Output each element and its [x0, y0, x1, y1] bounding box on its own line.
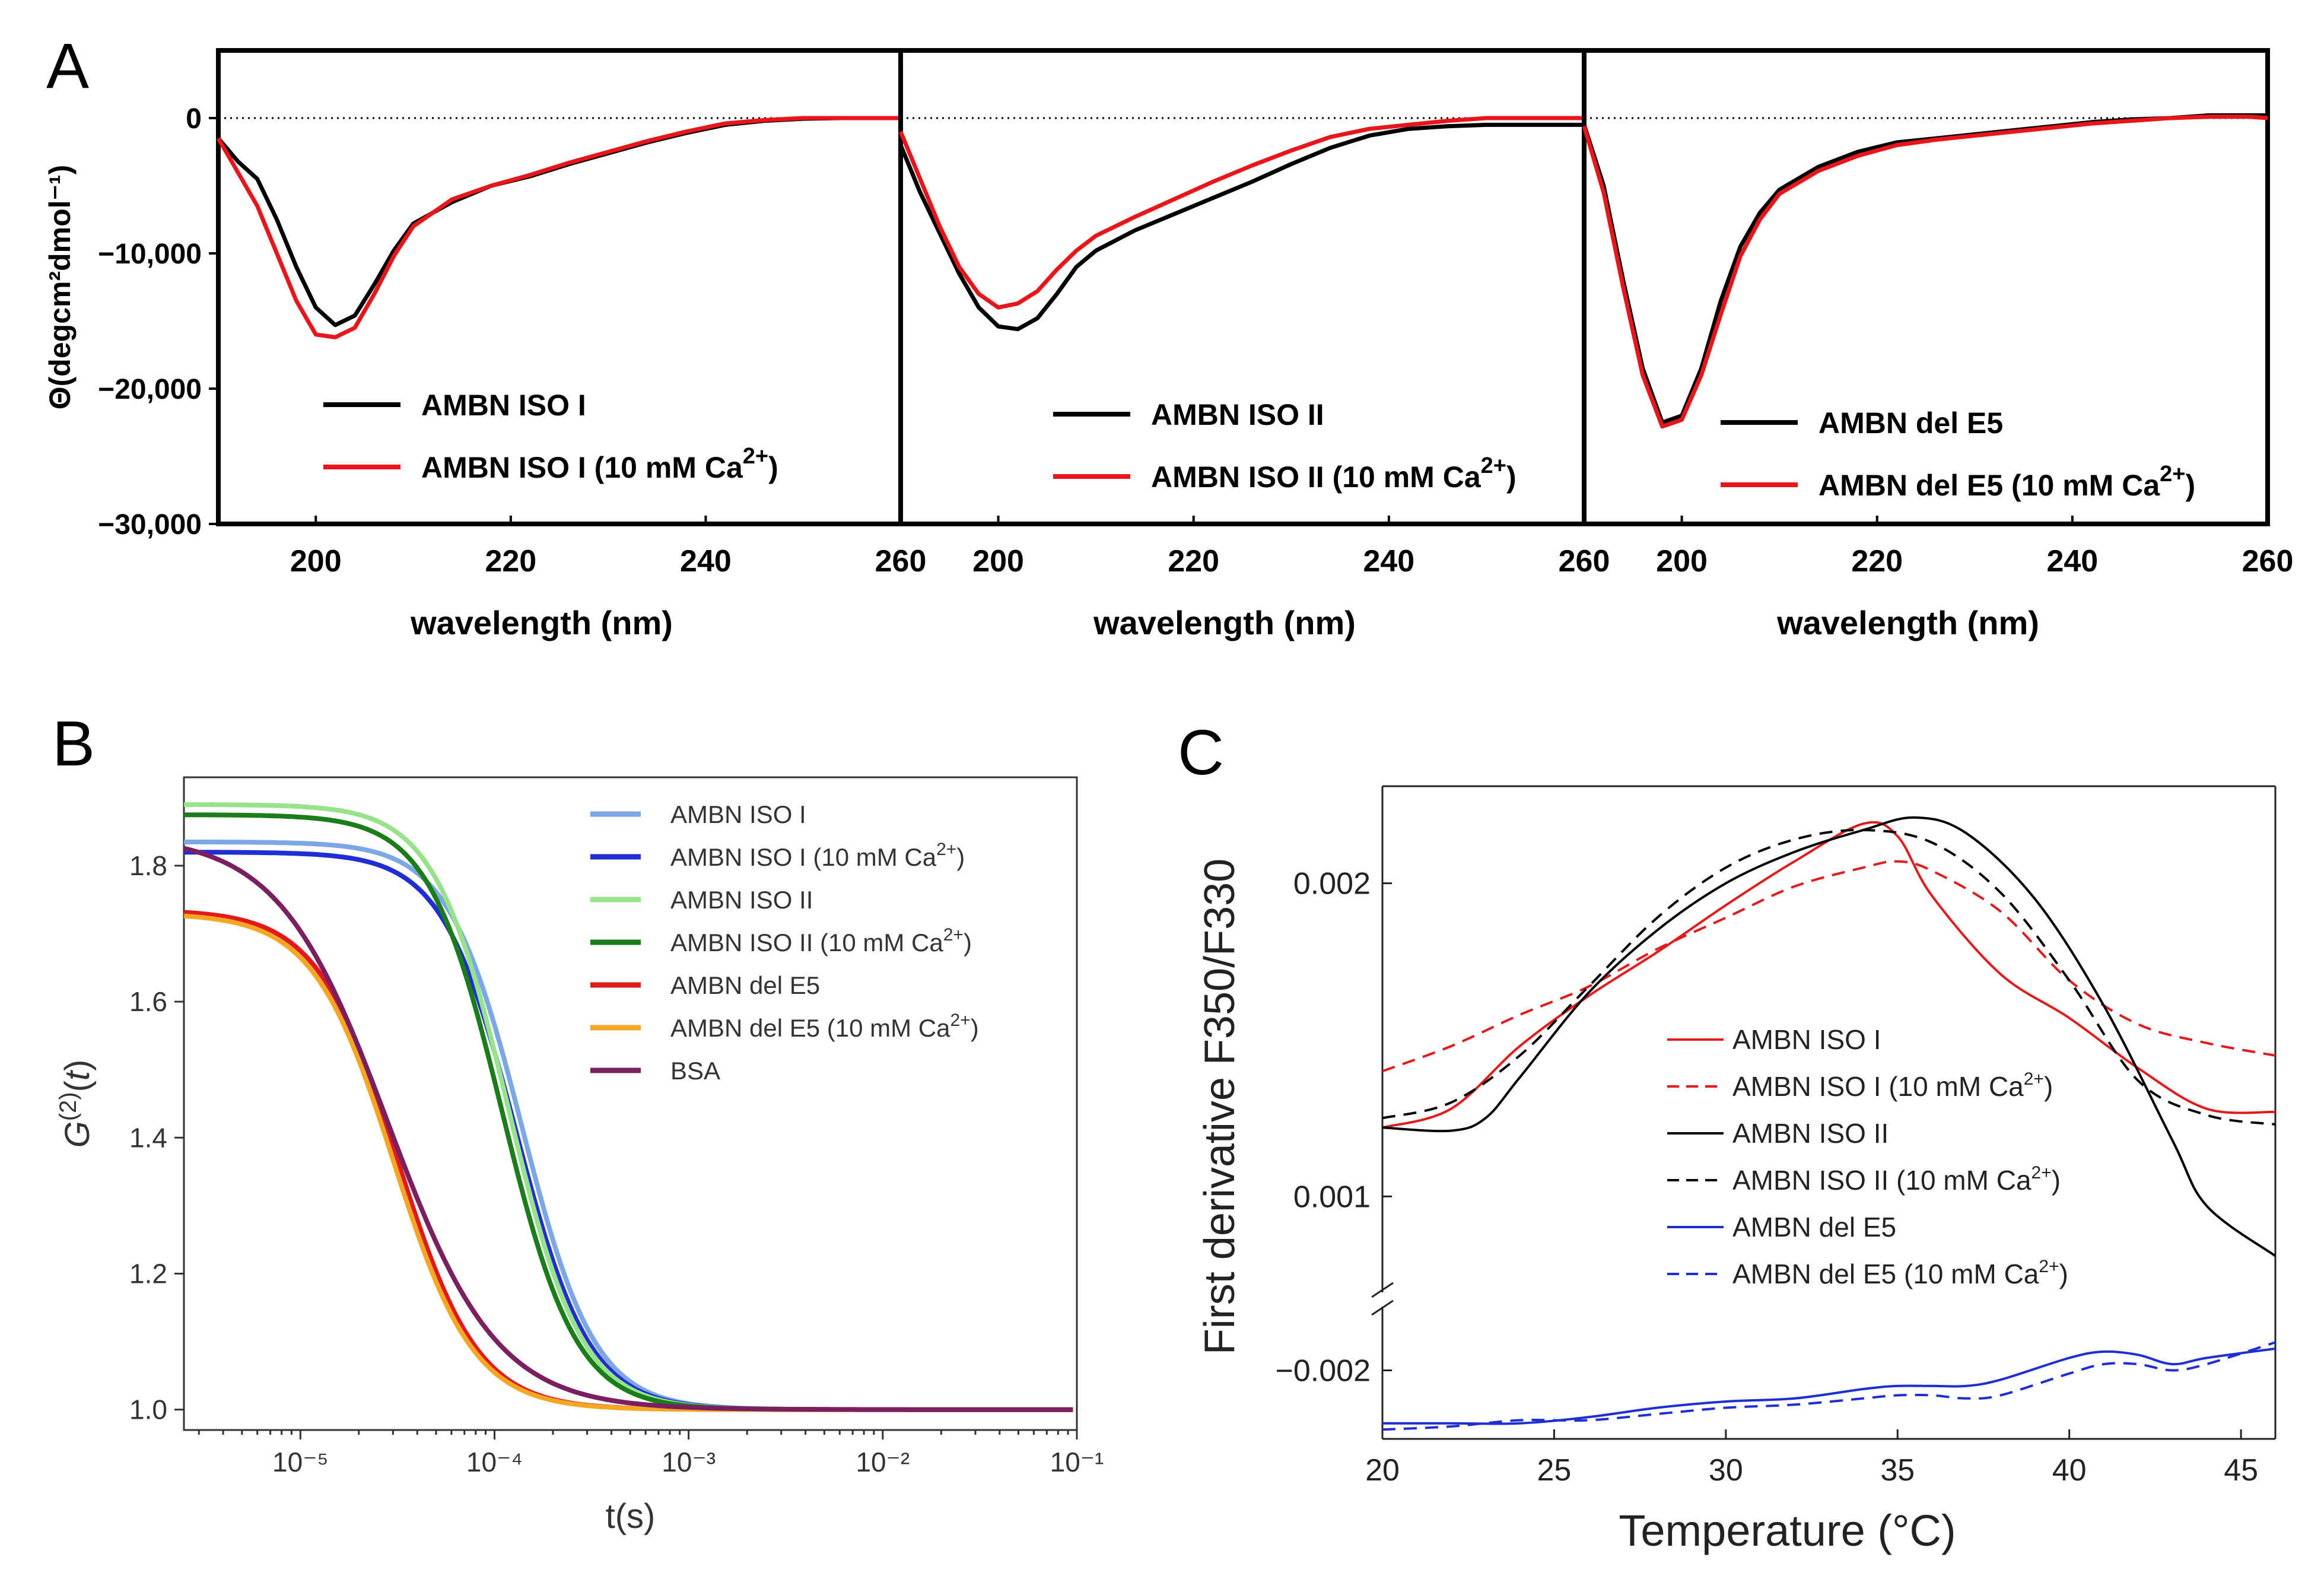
x-tick-label: 260 — [875, 544, 927, 579]
x-tick-label: 25 — [1537, 1453, 1572, 1488]
legend-label: AMBN ISO I (10 mM Ca2+) — [670, 840, 965, 871]
derivative-series-line — [1382, 828, 2275, 1126]
axis-break-mark — [1371, 1282, 1394, 1298]
y-tick-label: 1.6 — [129, 986, 167, 1017]
x-tick-label: 30 — [1709, 1453, 1743, 1488]
x-tick-label: 240 — [680, 544, 732, 579]
y-tick-label: 1.0 — [129, 1394, 167, 1425]
x-tick-label: 220 — [1851, 544, 1903, 579]
legend-label: AMBN ISO I (10 mM Ca2+) — [421, 444, 778, 484]
x-tick-label: 10⁻⁵ — [272, 1447, 329, 1477]
x-tick-label: 200 — [290, 544, 342, 579]
x-tick-label: 10⁻¹ — [1050, 1447, 1104, 1477]
legend-label: AMBN ISO I (10 mM Ca2+) — [1732, 1069, 2053, 1102]
legend-label: AMBN ISO II (10 mM Ca2+) — [1151, 453, 1517, 494]
x-tick-label: 240 — [1363, 544, 1414, 579]
cd-series-line — [216, 116, 901, 339]
x-axis-label: wavelength (nm) — [1093, 604, 1356, 641]
y-tick-label: 1.4 — [129, 1122, 167, 1153]
derivative-series-line — [1382, 860, 2275, 1073]
derivative-series-line — [1382, 816, 2275, 1257]
x-tick-label: 10⁻² — [856, 1447, 910, 1477]
legend-label: AMBN ISO II — [670, 886, 813, 914]
y-tick-label: −20,000 — [98, 374, 202, 405]
panel-letter-a: A — [46, 30, 89, 101]
legend-label: BSA — [670, 1057, 720, 1085]
legend-label: AMBN del E5 — [1818, 406, 2003, 440]
x-tick-label: 45 — [2224, 1453, 2258, 1488]
legend-label: AMBN ISO II — [1151, 398, 1324, 431]
x-tick-label: 240 — [2046, 544, 2098, 579]
x-tick-label: 220 — [485, 544, 536, 579]
y-tick-label: 0.001 — [1293, 1180, 1371, 1214]
y-axis-label: G(2)(t) — [55, 1060, 97, 1148]
y-tick-label: −0.002 — [1276, 1354, 1371, 1388]
panel-letter-c: C — [1178, 716, 1224, 788]
panel-b-dls-correlation: 10⁻⁵ 10⁻⁴ 10⁻³ 10⁻² 10⁻¹ 1.0 1.2 1.4 1.6 1.8 t(s) G… — [55, 776, 1104, 1536]
cd-series-line — [1582, 115, 2268, 429]
cd-series-line — [898, 116, 1584, 310]
legend-label: AMBN ISO II (10 mM Ca2+) — [1732, 1163, 2061, 1196]
legend-label: AMBN ISO I — [670, 800, 806, 828]
y-tick-label: −30,000 — [98, 509, 202, 541]
x-tick-label: 260 — [2242, 544, 2294, 579]
panel-a-cd-spectra: Θ(degcm²dmol⁻¹) 0 −10,000 −20,000 −30,000 200… — [43, 48, 2294, 641]
derivative-series-line — [1382, 1341, 2275, 1431]
x-tick-label: 35 — [1880, 1453, 1915, 1488]
legend-label: AMBN del E5 — [1732, 1212, 1896, 1242]
y-tick-label: 1.2 — [129, 1258, 167, 1289]
y-tick-label: 0 — [186, 103, 202, 135]
legend-label: AMBN ISO I — [421, 389, 586, 422]
x-tick-label: 220 — [1168, 544, 1219, 579]
y-axis-label: Θ(degcm²dmol⁻¹) — [43, 165, 77, 409]
y-axis-label: First derivative F350/F330 — [1196, 859, 1244, 1355]
y-tick-label: 0.002 — [1293, 867, 1371, 901]
x-tick-label: 20 — [1365, 1453, 1400, 1488]
dls-series-line — [183, 846, 1073, 1412]
x-tick-label: 200 — [972, 544, 1024, 579]
subplot-frame — [1582, 48, 2270, 526]
x-tick-label: 10⁻³ — [662, 1447, 716, 1477]
x-axis-label: Temperature (°C) — [1619, 1506, 1956, 1555]
axis-break-mark — [1371, 1299, 1394, 1316]
y-tick-label: −10,000 — [98, 239, 202, 270]
legend-label: AMBN del E5 (10 mM Ca2+) — [1732, 1257, 2068, 1289]
x-axis-label: t(s) — [606, 1497, 656, 1536]
x-tick-label: 260 — [1559, 544, 1610, 579]
legend-label: AMBN del E5 (10 mM Ca2+) — [670, 1010, 979, 1042]
legend-label: AMBN ISO I — [1732, 1024, 1881, 1055]
legend-label: AMBN ISO II — [1732, 1118, 1889, 1149]
plot-area — [1382, 816, 2275, 1431]
x-tick-label: 200 — [1656, 544, 1708, 579]
panel-letter-b: B — [52, 707, 95, 779]
x-axis-label: wavelength (nm) — [1776, 604, 2039, 641]
x-axis-label: wavelength (nm) — [410, 604, 673, 641]
cd-series-line — [898, 122, 1584, 332]
x-tick-label: 40 — [2052, 1453, 2087, 1488]
legend-label: AMBN ISO II (10 mM Ca2+) — [670, 925, 972, 956]
y-tick-label: 1.8 — [129, 850, 167, 881]
x-tick-label: 10⁻⁴ — [466, 1447, 523, 1477]
legend-label: AMBN del E5 — [670, 971, 820, 999]
legend-label: AMBN del E5 (10 mM Ca2+) — [1818, 462, 2195, 502]
panel-c-thermal-derivative: 20 25 30 35 40 45 0.002 0.001 −0.002 Temperature … — [1196, 785, 2277, 1555]
